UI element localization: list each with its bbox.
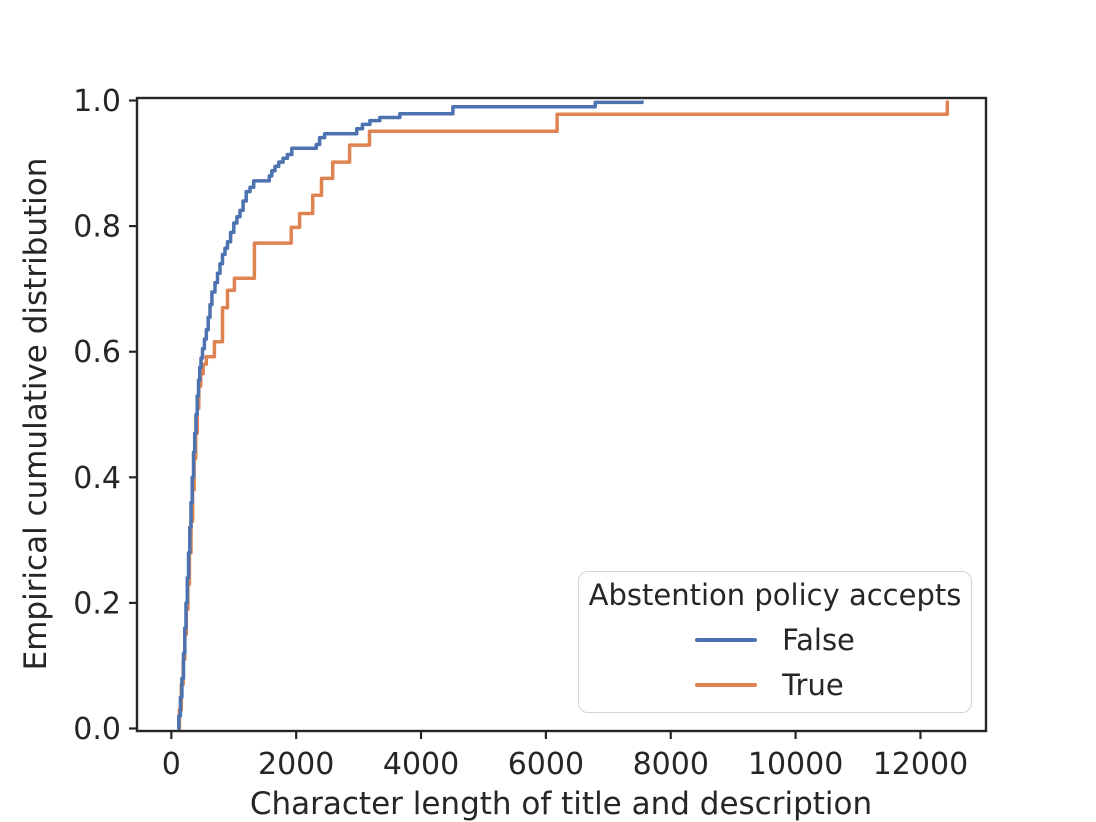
x-tick-label: 6000 [508, 747, 584, 782]
ecdf-line-false [177, 100, 644, 731]
legend-entry-true: True [695, 662, 844, 707]
y-tick-label: 0.0 [73, 712, 121, 747]
y-tick-label: 0.2 [73, 586, 121, 621]
legend-entries: False True [695, 617, 855, 707]
y-tick-label: 0.6 [73, 335, 121, 370]
x-tick-label: 0 [162, 747, 181, 782]
x-tick-label: 2000 [258, 747, 334, 782]
x-tick-label: 10000 [748, 747, 843, 782]
axes-spines [135, 96, 988, 733]
y-axis-label: Empirical cumulative distribution [18, 157, 54, 671]
x-tick-label: 8000 [633, 747, 709, 782]
x-tick-label: 4000 [383, 747, 459, 782]
y-tick-label: 0.4 [73, 461, 121, 496]
legend-entry-false: False [695, 617, 855, 662]
legend-line-swatch-true [695, 682, 758, 687]
legend-label-true: True [782, 667, 844, 702]
x-tick-label: 12000 [873, 747, 968, 782]
legend: Abstention policy accepts False True [578, 571, 972, 713]
legend-title: Abstention policy accepts [588, 578, 962, 612]
y-tick-label: 0.8 [73, 210, 121, 245]
legend-line-swatch-false [695, 637, 758, 642]
legend-label-false: False [782, 622, 855, 657]
y-tick-label: 1.0 [73, 84, 121, 119]
x-axis-label: Character length of title and descriptio… [249, 786, 873, 822]
